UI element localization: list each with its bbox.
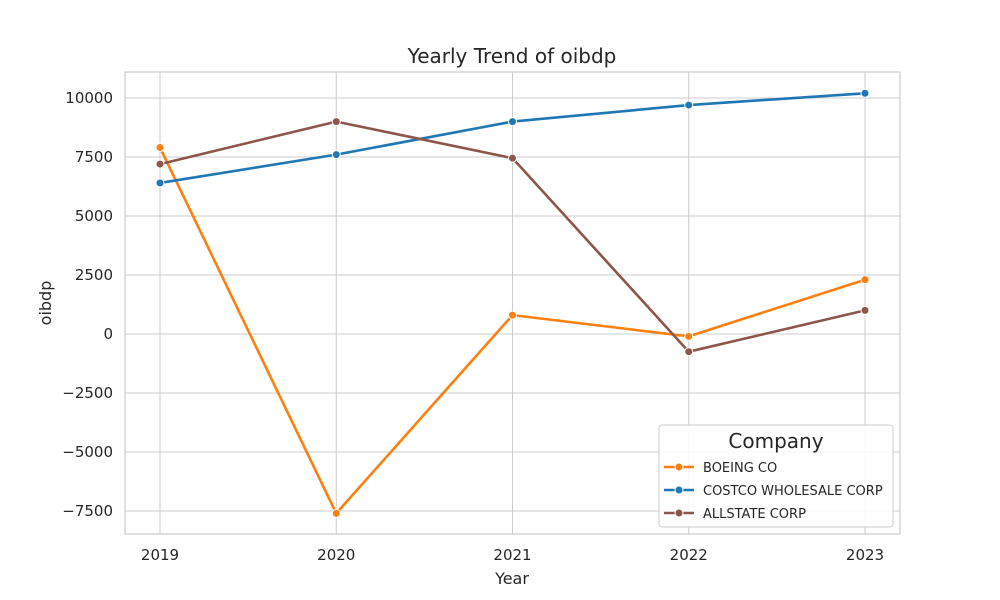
legend-label: COSTCO WHOLESALE CORP: [703, 484, 883, 499]
y-tick-label: −5000: [62, 443, 113, 461]
legend-label: BOEING CO: [703, 461, 777, 476]
legend: Company BOEING CO COSTCO WHOLESALE CORP AL…: [658, 424, 894, 528]
data-point: [684, 331, 694, 341]
x-tick-label: 2022: [670, 546, 708, 564]
y-tick-label: 5000: [75, 207, 113, 225]
series-allstate-corp: [155, 117, 870, 357]
data-point: [331, 508, 341, 518]
y-tick-label: 0: [103, 325, 113, 343]
legend-item: ALLSTATE CORP: [664, 507, 806, 522]
data-point: [331, 150, 341, 160]
x-tick-label: 2020: [317, 546, 355, 564]
x-axis-ticks: 2019 2020 2021 2022 2023: [141, 546, 884, 564]
data-point: [684, 100, 694, 110]
x-axis-title: Year: [494, 569, 529, 588]
data-point: [860, 275, 870, 285]
legend-label: ALLSTATE CORP: [703, 507, 806, 522]
x-tick-label: 2021: [493, 546, 531, 564]
series-costco-wholesale-corp: [155, 88, 870, 188]
y-axis-ticks: 10000 7500 5000 2500 0 −2500 −5000 −7500: [62, 89, 113, 520]
data-point: [684, 347, 694, 357]
data-point: [508, 310, 517, 320]
legend-item: BOEING CO: [664, 461, 777, 476]
legend-swatch-marker: [674, 508, 684, 518]
plot-area-frame: [124, 71, 901, 535]
legend-item: COSTCO WHOLESALE CORP: [664, 484, 883, 499]
data-point: [508, 153, 517, 163]
x-tick-label: 2023: [846, 546, 884, 564]
y-tick-label: −2500: [62, 384, 113, 402]
data-point: [860, 305, 870, 315]
y-tick-label: 10000: [65, 89, 113, 107]
y-tick-label: −7500: [62, 502, 113, 520]
series-boeing-co: [155, 143, 870, 518]
y-axis-title: oibdp: [36, 281, 55, 326]
data-point: [155, 143, 165, 153]
data-point: [155, 178, 165, 188]
data-point: [860, 88, 870, 98]
y-tick-label: 7500: [75, 148, 113, 166]
legend-box: [658, 424, 894, 528]
x-tick-label: 2019: [141, 546, 179, 564]
y-tick-label: 2500: [75, 266, 113, 284]
legend-swatch-marker: [674, 462, 684, 472]
data-point: [155, 159, 165, 169]
chart-title: Yearly Trend of oibdp: [407, 44, 617, 68]
legend-title: Company: [728, 429, 823, 453]
data-point: [331, 117, 341, 127]
data-point: [508, 117, 517, 127]
legend-items: BOEING CO COSTCO WHOLESALE CORP ALLSTATE C…: [664, 461, 883, 522]
legend-swatch-marker: [674, 485, 684, 495]
series-layer: [155, 88, 870, 518]
